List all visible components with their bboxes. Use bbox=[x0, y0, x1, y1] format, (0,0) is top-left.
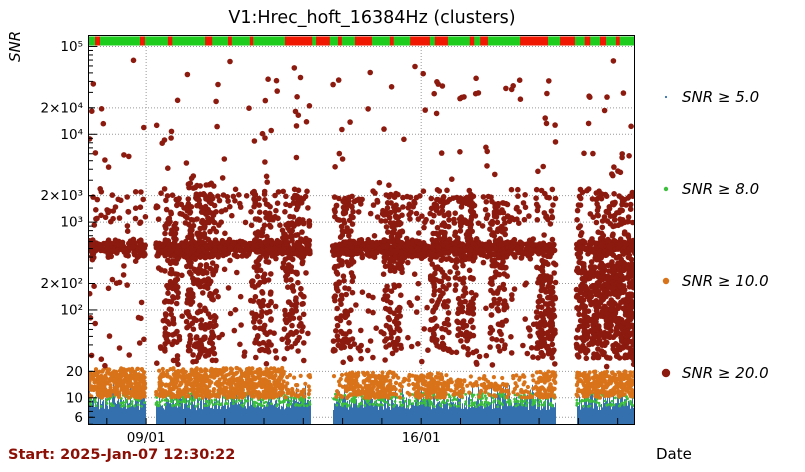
segment-off-block bbox=[520, 36, 548, 46]
segment-off-block bbox=[389, 36, 394, 46]
segment-status-bar bbox=[89, 36, 634, 46]
segment-off-block bbox=[95, 36, 100, 46]
y-tick-label: 2×10² bbox=[41, 276, 84, 292]
segment-off-block bbox=[584, 36, 591, 46]
legend-marker-icon bbox=[662, 277, 670, 285]
series-snr-ge-20 bbox=[88, 57, 635, 370]
segment-off-block bbox=[560, 36, 575, 46]
legend-marker-icon bbox=[664, 95, 668, 99]
legend-marker-icon bbox=[663, 186, 669, 192]
plot-layers: 10⁵ 2×10⁴ 10⁴ 2×10³ 10³ 2×10² 10² 20 10 6 09/01 16/… bbox=[41, 35, 635, 446]
legend-label: SNR ≥ 5.0 bbox=[682, 88, 759, 106]
legend-label: SNR ≥ 10.0 bbox=[682, 272, 769, 290]
y-tick-label: 10 bbox=[66, 390, 83, 406]
segment-off-block bbox=[338, 36, 342, 46]
segment-off-block bbox=[249, 36, 254, 46]
plot-frame bbox=[88, 35, 635, 425]
series-snr-ge-10 bbox=[88, 365, 635, 400]
axis-ticks bbox=[89, 45, 619, 425]
legend-label: SNR ≥ 20.0 bbox=[682, 364, 769, 382]
chart-title: V1:Hrec_hoft_16384Hz (clusters) bbox=[228, 8, 515, 28]
tick-labels: 10⁵ 2×10⁴ 10⁴ 2×10³ 10³ 2×10² 10² 20 10 6 09/01 16/… bbox=[41, 39, 441, 446]
y-tick-label: 20 bbox=[66, 364, 83, 380]
segment-off-block bbox=[354, 36, 372, 46]
segment-off-block bbox=[167, 36, 173, 46]
segment-off-block bbox=[228, 36, 232, 46]
y-tick-label: 10⁵ bbox=[60, 39, 83, 55]
y-tick-label: 10³ bbox=[60, 215, 83, 231]
segment-off-block bbox=[140, 36, 145, 46]
series-snr-ge-5 bbox=[89, 384, 635, 424]
y-tick-label: 10² bbox=[60, 302, 83, 318]
y-tick-label: 2×10⁴ bbox=[41, 100, 84, 116]
x-tick-label: 16/01 bbox=[402, 430, 441, 446]
segment-off-block bbox=[615, 36, 620, 46]
legend-marker-icon bbox=[661, 368, 671, 378]
segment-off-block bbox=[316, 36, 330, 46]
y-tick-label: 2×10³ bbox=[41, 188, 84, 204]
chart-legend: SNR ≥ 5.0 SNR ≥ 8.0 SNR ≥ 10.0 SNR ≥ 20.0 bbox=[661, 88, 769, 382]
x-axis-title: Date bbox=[656, 445, 692, 463]
segment-off-block bbox=[600, 36, 606, 46]
segment-off-block bbox=[434, 36, 448, 46]
y-tick-label: 10⁴ bbox=[60, 127, 83, 143]
y-axis-title: SNR bbox=[6, 31, 24, 62]
segment-off-block bbox=[284, 36, 313, 46]
segment-off-block bbox=[205, 36, 213, 46]
legend-label: SNR ≥ 8.0 bbox=[682, 180, 759, 198]
x-tick-label: 09/01 bbox=[127, 430, 166, 446]
segment-off-block bbox=[410, 36, 430, 46]
segment-off-block bbox=[480, 36, 488, 46]
y-tick-label: 6 bbox=[74, 410, 83, 426]
segment-off-block bbox=[469, 36, 475, 46]
start-timestamp: Start: 2025-Jan-07 12:30:22 bbox=[8, 447, 235, 463]
